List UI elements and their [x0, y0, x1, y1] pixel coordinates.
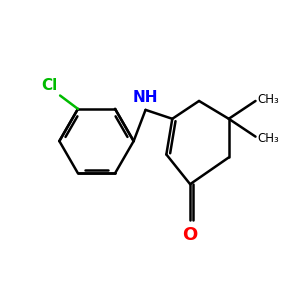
Text: Cl: Cl: [41, 78, 58, 93]
Text: O: O: [182, 226, 198, 244]
Text: CH₃: CH₃: [258, 132, 279, 145]
Text: NH: NH: [133, 90, 158, 105]
Text: CH₃: CH₃: [258, 93, 279, 106]
